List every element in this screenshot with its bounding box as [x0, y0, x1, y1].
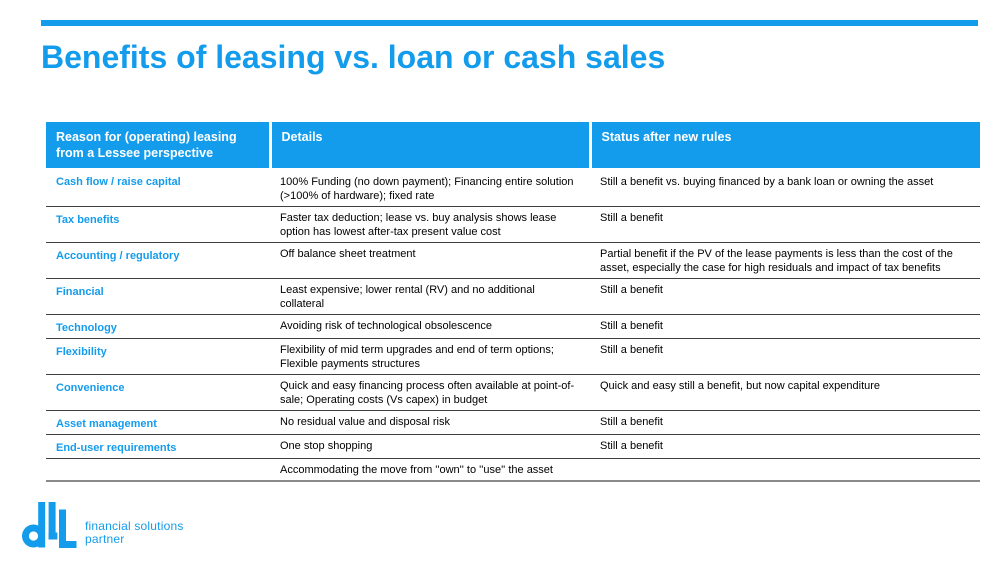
details-cell: Faster tax deduction; lease vs. buy anal…: [270, 206, 590, 243]
status-cell: [590, 458, 980, 482]
details-cell: No residual value and disposal risk: [270, 410, 590, 435]
table-header-row: Reason for (operating) leasing from a Le…: [46, 122, 980, 168]
reason-cell: [46, 458, 270, 482]
status-cell: Partial benefit if the PV of the lease p…: [590, 242, 980, 279]
reason-cell: Flexibility: [46, 338, 270, 375]
table-row: Cash flow / raise capital 100% Funding (…: [46, 168, 980, 207]
table-row: Accounting / regulatory Off balance shee…: [46, 242, 980, 279]
status-cell: Still a benefit: [590, 338, 980, 375]
reason-cell: Asset management: [46, 410, 270, 435]
details-cell: 100% Funding (no down payment); Financin…: [280, 176, 574, 202]
logo-tagline: financial solutions partner: [85, 520, 184, 548]
table-row: Convenience Quick and easy financing pro…: [46, 374, 980, 411]
details-cell: Flexibility of mid term upgrades and end…: [270, 338, 590, 375]
table-row: Accommodating the move from ''own'' to '…: [46, 458, 980, 482]
reason-cell: Accounting / regulatory: [46, 242, 270, 279]
page-title: Benefits of leasing vs. loan or cash sal…: [41, 39, 666, 75]
column-header-status: Status after new rules: [590, 122, 980, 168]
reason-cell: Tax benefits: [46, 206, 270, 243]
table-row: Financial Least expensive; lower rental …: [46, 278, 980, 315]
dll-logo-icon: [22, 502, 77, 548]
dll-logo: financial solutions partner: [22, 502, 184, 548]
status-cell: Still a benefit: [590, 434, 980, 459]
status-cell: Still a benefit: [590, 278, 980, 315]
table-row: Technology Avoiding risk of technologica…: [46, 314, 980, 339]
details-cell: One stop shopping: [270, 434, 590, 459]
table-row: End-user requirements One stop shopping …: [46, 434, 980, 459]
details-cell: Least expensive; lower rental (RV) and n…: [270, 278, 590, 315]
logo-tagline-line2: partner: [85, 531, 125, 546]
status-cell: Still a benefit: [590, 206, 980, 243]
top-accent-bar: [41, 20, 978, 26]
status-cell: Quick and easy still a benefit, but now …: [590, 374, 980, 411]
details-cell: Accommodating the move from ''own'' to '…: [270, 458, 590, 482]
details-cell: Off balance sheet treatment: [270, 242, 590, 279]
reason-cell: End-user requirements: [46, 434, 270, 459]
table-row: Flexibility Flexibility of mid term upgr…: [46, 338, 980, 375]
table-row: Asset management No residual value and d…: [46, 410, 980, 435]
logo-tagline-line1: financial solutions: [85, 519, 184, 533]
details-cell: Quick and easy financing process often a…: [270, 374, 590, 411]
column-header-details: Details: [270, 122, 592, 168]
status-cell: Still a benefit vs. buying financed by a…: [600, 176, 934, 188]
table-row: Tax benefits Faster tax deduction; lease…: [46, 206, 980, 243]
reason-cell: Cash flow / raise capital: [56, 176, 181, 188]
reason-cell: Convenience: [46, 374, 270, 411]
status-cell: Still a benefit: [590, 314, 980, 339]
details-cell: Avoiding risk of technological obsolesce…: [270, 314, 590, 339]
status-cell: Still a benefit: [590, 410, 980, 435]
column-header-reason: Reason for (operating) leasing from a Le…: [46, 122, 272, 168]
benefits-table: Reason for (operating) leasing from a Le…: [46, 122, 980, 482]
reason-cell: Technology: [46, 314, 270, 339]
reason-cell: Financial: [46, 278, 270, 315]
